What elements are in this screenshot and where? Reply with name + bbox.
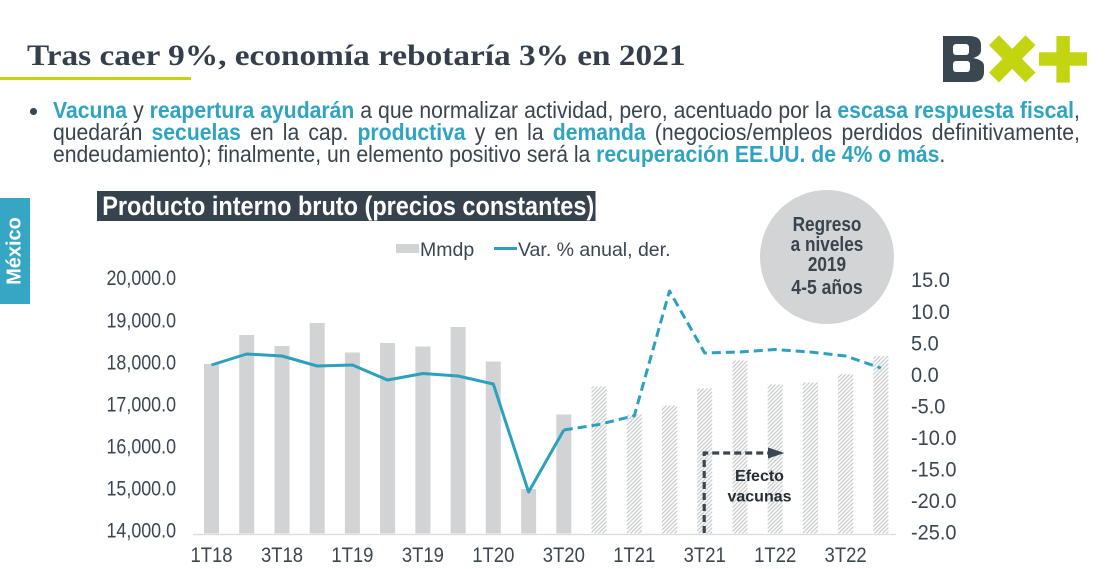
- svg-text:3T22: 3T22: [825, 544, 867, 567]
- svg-text:20,000.0: 20,000.0: [107, 267, 177, 290]
- svg-text:3T20: 3T20: [543, 544, 585, 567]
- svg-text:1T22: 1T22: [754, 544, 796, 567]
- svg-text:-5.0: -5.0: [911, 395, 945, 418]
- svg-text:19,000.0: 19,000.0: [107, 309, 177, 332]
- svg-text:3T19: 3T19: [402, 544, 444, 567]
- svg-text:3T21: 3T21: [684, 544, 726, 567]
- svg-text:Efecto: Efecto: [735, 468, 784, 485]
- svg-text:0.0: 0.0: [911, 364, 939, 387]
- svg-text:5.0: 5.0: [911, 332, 939, 355]
- svg-text:-25.0: -25.0: [911, 522, 957, 545]
- svg-text:14,000.0: 14,000.0: [107, 520, 177, 543]
- svg-text:17,000.0: 17,000.0: [107, 393, 177, 416]
- svg-text:vacunas: vacunas: [727, 489, 791, 506]
- svg-text:1T18: 1T18: [190, 544, 232, 567]
- svg-text:16,000.0: 16,000.0: [107, 436, 177, 459]
- svg-text:15.0: 15.0: [911, 269, 950, 292]
- svg-text:18,000.0: 18,000.0: [107, 351, 177, 374]
- svg-text:15,000.0: 15,000.0: [107, 478, 177, 501]
- svg-text:1T20: 1T20: [472, 544, 514, 567]
- svg-text:-10.0: -10.0: [911, 427, 957, 450]
- svg-text:-20.0: -20.0: [911, 490, 957, 513]
- svg-text:3T18: 3T18: [261, 544, 303, 567]
- svg-text:10.0: 10.0: [911, 301, 950, 324]
- svg-text:1T21: 1T21: [613, 544, 655, 567]
- svg-text:-15.0: -15.0: [911, 459, 957, 482]
- svg-text:1T19: 1T19: [331, 544, 373, 567]
